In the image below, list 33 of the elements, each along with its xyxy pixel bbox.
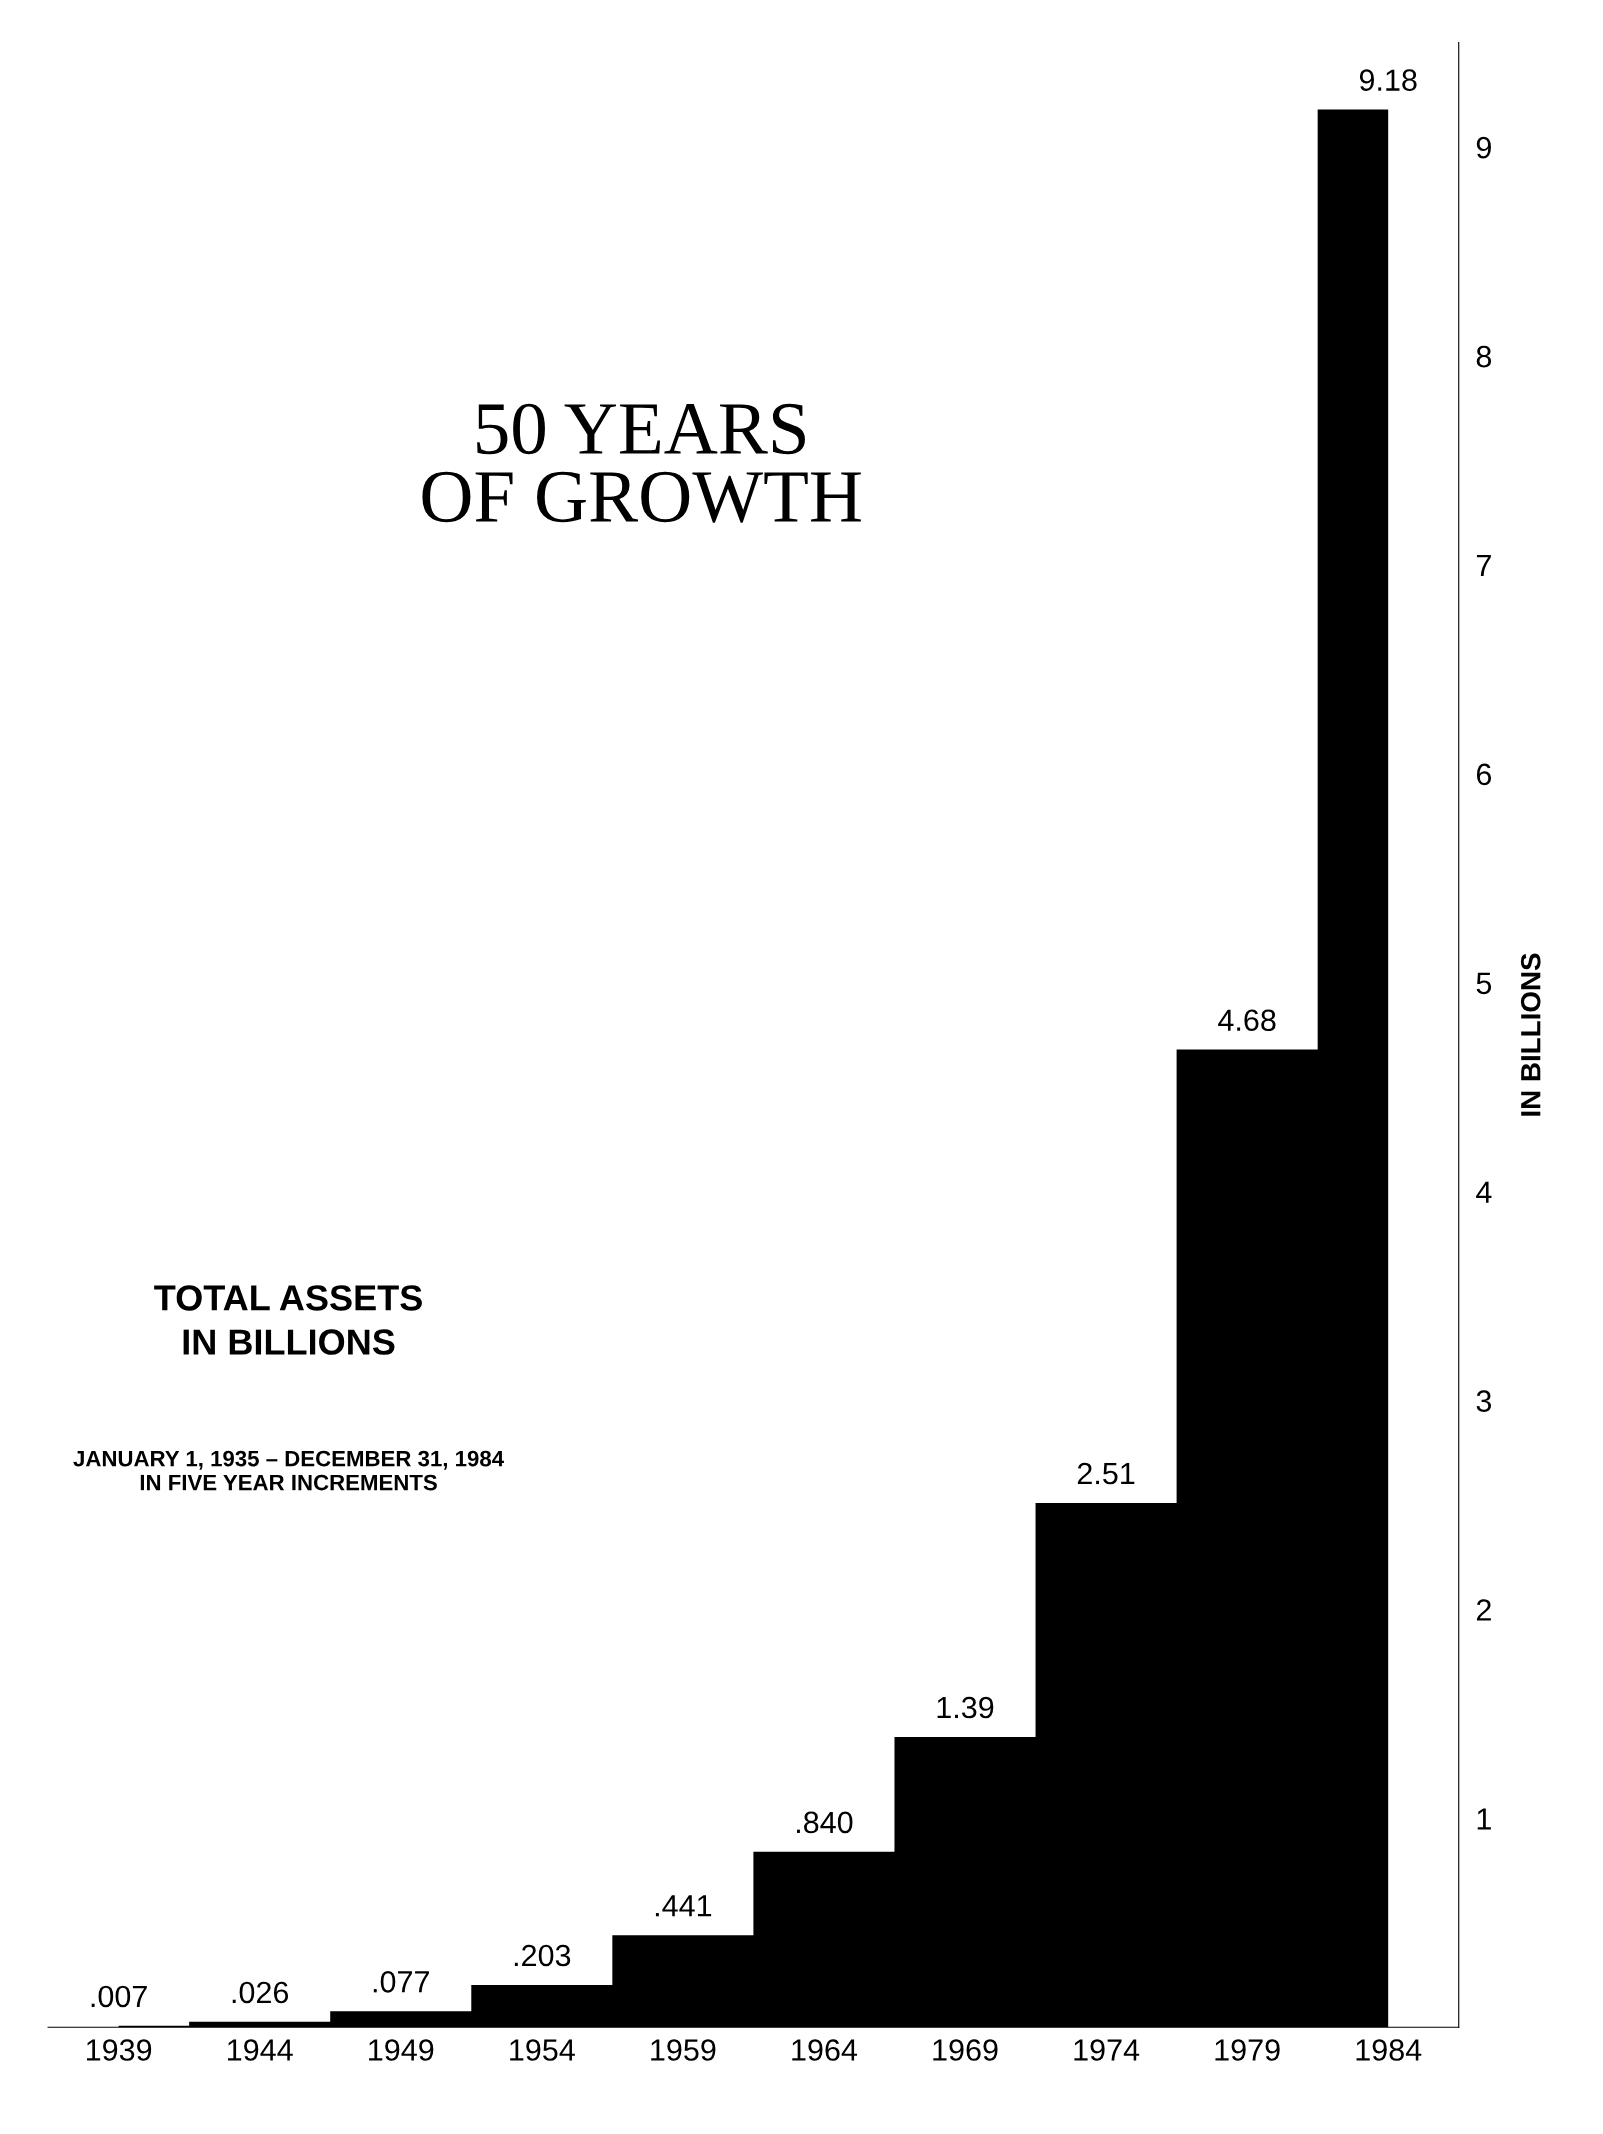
x-tick-label: 1979 [1215,2039,1280,2061]
text: 50 YEARS OF GROWTH [422,403,861,523]
y-tick-label: 8 [1476,345,1492,368]
y-tick-label: 2 [1476,1599,1491,1621]
data-label: 9.18 [1359,69,1417,91]
x-tick-label: 1944 [228,2039,293,2061]
data-label: .441 [655,1895,712,1917]
y-tick-label: 6 [1476,763,1492,786]
data-label: .077 [373,1971,429,1993]
x-tick-label: 1949 [369,2039,434,2061]
data-label: .026 [232,1981,289,2004]
data-label: .007 [91,1985,147,2008]
x-tick-label: 1974 [1074,2039,1140,2061]
data-label: 1.39 [937,1696,994,1719]
y-tick-label: 4 [1476,1181,1492,1203]
y-tick-label: 9 [1476,136,1491,159]
x-tick-label: 1959 [651,2039,716,2061]
text: TOTAL ASSETS IN BILLIONS [154,1285,422,1355]
annotation: JANUARY 1, 1935 – DECEMBER 31, 1984 IN FIVE YEAR INCREMENTS [73,1450,504,1491]
data-label: .840 [797,1811,853,1834]
y-tick-label: 3 [1476,1390,1492,1412]
x-tick-label: 1969 [933,2039,998,2061]
data-label: 2.51 [1077,1462,1135,1485]
x-tick-label: 1984 [1356,2039,1422,2061]
data-label: 4.68 [1218,1009,1276,1032]
y-axis-title: IN BILLIONS [1520,953,1541,1116]
x-tick-label: 1939 [86,2039,152,2061]
data-label: .203 [514,1944,571,1967]
x-tick-label: 1954 [510,2039,575,2061]
x-tick-label: 1964 [792,2039,858,2061]
y-tick-label: 7 [1476,555,1491,577]
y-tick-label: 5 [1476,972,1492,995]
y-tick-label: 1 [1477,1808,1491,1830]
